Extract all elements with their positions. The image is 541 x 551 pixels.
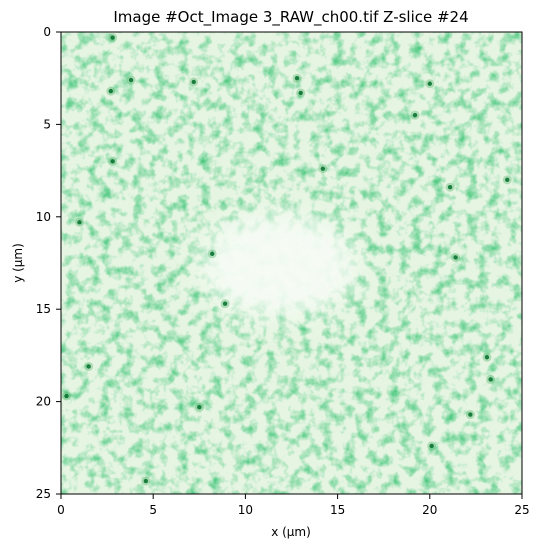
bright-spot [429,443,434,449]
bright-spot [484,355,490,360]
bright-spots [62,33,512,486]
low-signal-region [201,213,357,317]
bright-spot [298,90,303,96]
y-tick-label: 5 [43,117,51,131]
bright-spot [294,76,300,81]
bright-spot [143,478,149,484]
x-axis-label: x (μm) [271,525,311,539]
bright-spot [110,35,115,40]
bright-spot [453,255,458,260]
x-tick-label: 0 [57,503,65,517]
image-area [61,32,522,494]
bright-spot [488,377,493,382]
bright-spot [468,412,473,417]
chart-title: Image #Oct_Image 3_RAW_ch00.tif Z-slice … [113,8,468,27]
bright-spot [505,177,510,183]
plot-frame [60,31,523,495]
y-axis-label: y (μm) [11,243,25,283]
bright-spot [110,159,115,164]
y-tick-label: 0 [43,25,51,39]
bright-spot [108,88,113,94]
x-tick-label: 25 [514,503,529,517]
x-tick-label: 5 [149,503,157,517]
y-tick-label: 20 [36,395,51,409]
x-axis-ticks: 0 5 10 15 20 25 [57,494,530,517]
bright-spot [197,404,202,410]
bright-spot [64,393,69,399]
bright-spot [447,185,453,190]
bright-spot [77,220,82,225]
bright-spot [191,79,196,85]
y-axis-ticks: 0 5 10 15 20 25 [36,25,61,501]
bright-spot [210,251,215,256]
y-tick-label: 25 [36,487,51,501]
bright-spot [320,166,326,171]
bright-spot [222,301,228,306]
bright-spot [128,77,134,83]
y-tick-label: 10 [36,210,51,224]
x-tick-label: 10 [238,503,253,517]
bright-spot [86,364,91,369]
y-tick-label: 15 [36,302,51,316]
x-tick-label: 20 [422,503,437,517]
x-tick-label: 15 [330,503,345,517]
bright-spot [412,112,418,118]
bright-spot [427,81,432,86]
